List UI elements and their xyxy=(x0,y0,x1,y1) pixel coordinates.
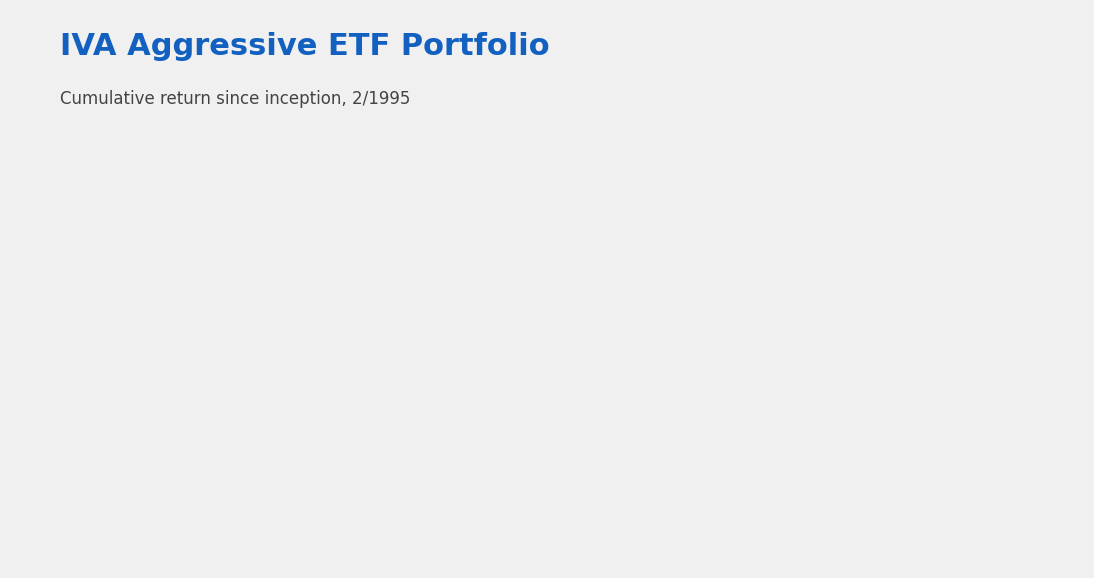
Legend: IVA Aggressive ETF Portfolio, 500 Index, Avg. Vanguard Investor: IVA Aggressive ETF Portfolio, 500 Index,… xyxy=(132,187,750,214)
Bar xyxy=(987,176,1072,509)
Text: Cumulative return since inception, 2/1995: Cumulative return since inception, 2/199… xyxy=(60,90,410,108)
Text: IVA Aggressive ETF Portfolio: IVA Aggressive ETF Portfolio xyxy=(60,32,550,61)
Text: Transition to IVA Portfolios ▶: Transition to IVA Portfolios ▶ xyxy=(851,475,1027,488)
